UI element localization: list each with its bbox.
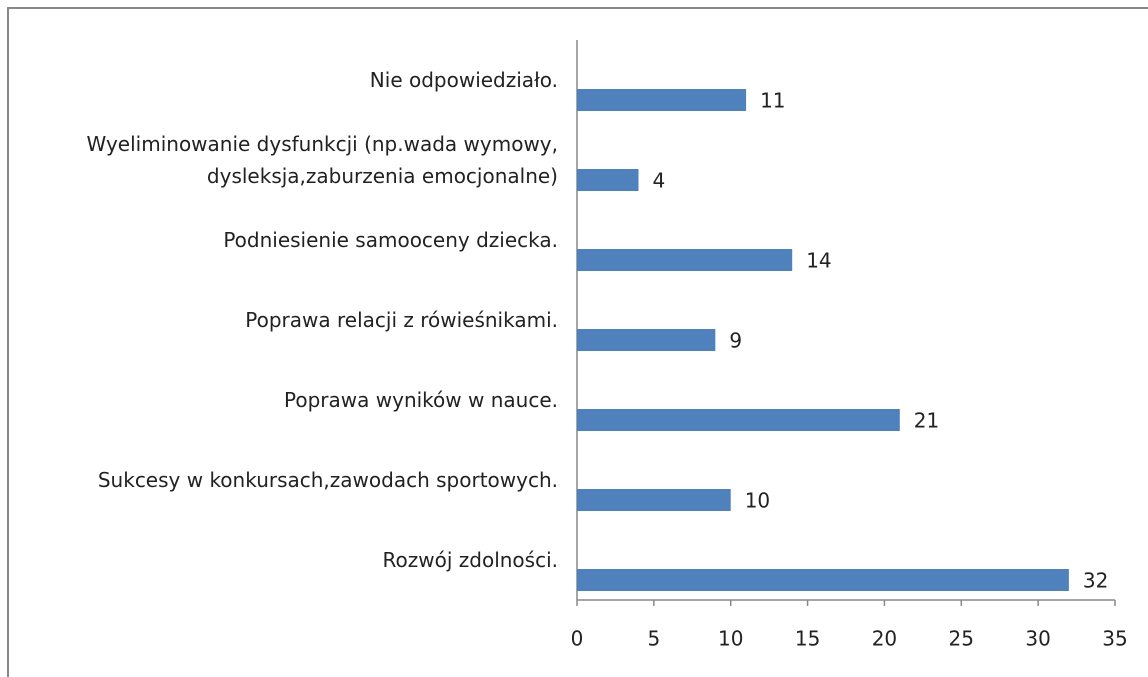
value-label: 21 xyxy=(914,409,939,433)
category-label: Nie odpowiedziało. xyxy=(369,68,558,92)
category-label: Rozwój zdolności. xyxy=(382,548,558,572)
category-label: Sukcesy w konkursach,zawodach sportowych… xyxy=(97,468,558,492)
value-label: 32 xyxy=(1083,569,1108,593)
x-tick-label: 20 xyxy=(872,627,897,651)
bar xyxy=(577,89,747,111)
bar xyxy=(577,409,900,431)
x-tick-label: 25 xyxy=(949,627,974,651)
x-tick-label: 15 xyxy=(795,627,820,651)
x-tick-label: 5 xyxy=(647,627,660,651)
value-label: 10 xyxy=(745,489,770,513)
x-tick-label: 30 xyxy=(1025,627,1050,651)
category-label: Podniesienie samooceny dziecka. xyxy=(223,228,558,252)
value-label: 14 xyxy=(806,249,831,273)
bar xyxy=(577,329,716,351)
x-tick-label: 35 xyxy=(1102,627,1127,651)
x-tick-label: 10 xyxy=(718,627,743,651)
value-label: 4 xyxy=(652,169,665,193)
category-label: Wyeliminowanie dysfunkcji (np.wada wymow… xyxy=(86,132,558,188)
value-label: 11 xyxy=(760,89,785,113)
bar xyxy=(577,169,639,191)
x-tick-label: 0 xyxy=(571,627,584,651)
bar xyxy=(577,249,793,271)
category-label: Poprawa wyników w nauce. xyxy=(284,388,558,412)
frame xyxy=(7,7,1148,677)
bar xyxy=(577,489,731,511)
category-label: Poprawa relacji z rówieśnikami. xyxy=(245,308,558,332)
value-label: 9 xyxy=(729,329,742,353)
bar xyxy=(577,569,1069,591)
